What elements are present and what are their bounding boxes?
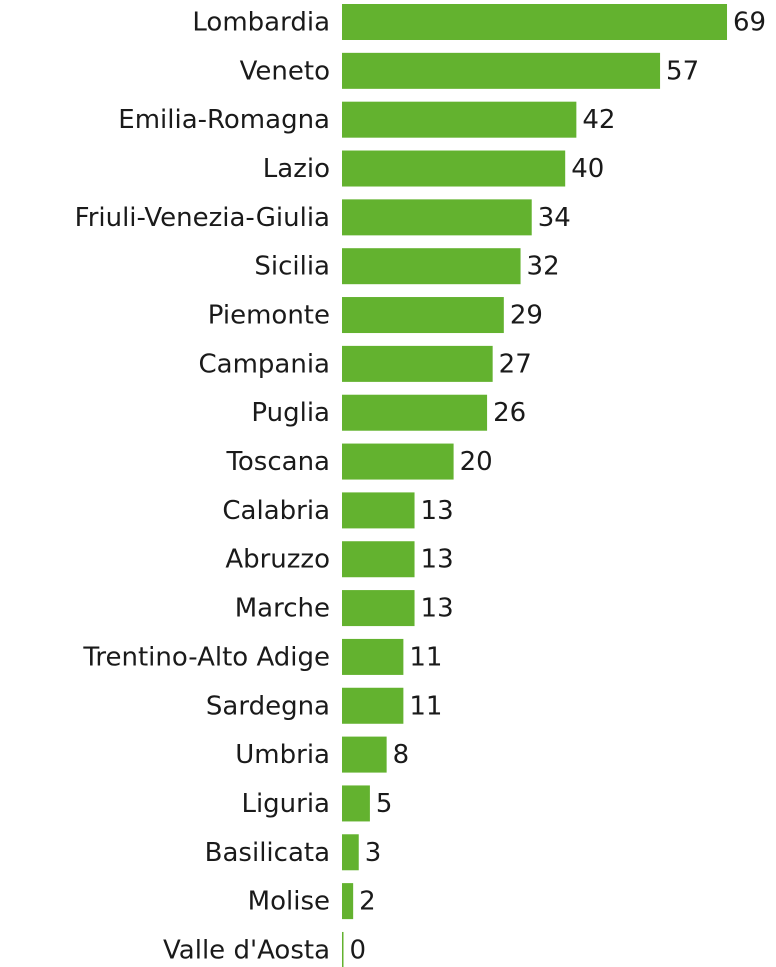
- value-label: 2: [359, 887, 376, 917]
- value-label: 32: [527, 252, 560, 282]
- value-label: 13: [421, 496, 454, 526]
- value-label: 29: [510, 301, 543, 331]
- category-label: Sardegna: [206, 691, 330, 721]
- category-label: Emilia-Romagna: [118, 105, 330, 135]
- category-label: Abruzzo: [225, 545, 330, 575]
- category-label: Sicilia: [254, 252, 330, 282]
- category-label: Campania: [199, 349, 331, 379]
- bar: [342, 394, 488, 431]
- category-label: Liguria: [241, 789, 330, 819]
- bar: [342, 199, 532, 236]
- bar: [342, 931, 344, 967]
- category-label: Molise: [248, 887, 330, 917]
- bar: [342, 541, 415, 578]
- value-label: 69: [733, 8, 766, 38]
- bar: [342, 297, 504, 334]
- bar: [342, 101, 577, 138]
- value-label: 40: [571, 154, 604, 184]
- bar: [342, 4, 728, 40]
- value-label: 13: [421, 594, 454, 624]
- category-label: Veneto: [240, 56, 330, 86]
- value-label: 0: [350, 935, 367, 965]
- value-label: 34: [538, 203, 571, 233]
- value-label: 11: [409, 691, 442, 721]
- bar: [342, 638, 404, 675]
- value-label: 27: [499, 349, 532, 379]
- category-label: Marche: [235, 594, 330, 624]
- value-label: 13: [421, 545, 454, 575]
- category-label: Toscana: [225, 447, 330, 477]
- bar: [342, 883, 354, 920]
- category-label: Piemonte: [208, 301, 330, 331]
- category-label: Friuli-Venezia-Giulia: [75, 203, 330, 233]
- value-label: 5: [376, 789, 393, 819]
- category-label: Lombardia: [192, 8, 330, 38]
- value-label: 20: [460, 447, 493, 477]
- category-label: Puglia: [251, 398, 330, 428]
- bar: [342, 150, 566, 187]
- category-label: Umbria: [235, 740, 330, 770]
- category-label: Valle d'Aosta: [163, 935, 330, 965]
- bar: [342, 52, 661, 89]
- category-label: Trentino-Alto Adige: [82, 642, 330, 672]
- value-label: 8: [393, 740, 410, 770]
- value-label: 3: [365, 838, 382, 868]
- bar: [342, 443, 454, 480]
- bar: [342, 785, 370, 822]
- bar: [342, 492, 415, 529]
- value-label: 42: [582, 105, 615, 135]
- bar: [342, 834, 359, 871]
- bar: [342, 248, 521, 285]
- value-label: 26: [493, 398, 526, 428]
- bar: [342, 590, 415, 627]
- category-label: Lazio: [263, 154, 330, 184]
- value-label: 11: [409, 642, 442, 672]
- bar: [342, 736, 387, 773]
- category-label: Basilicata: [205, 838, 330, 868]
- category-label: Calabria: [222, 496, 330, 526]
- bar: [342, 687, 404, 724]
- bar: [342, 345, 493, 382]
- value-label: 57: [666, 56, 699, 86]
